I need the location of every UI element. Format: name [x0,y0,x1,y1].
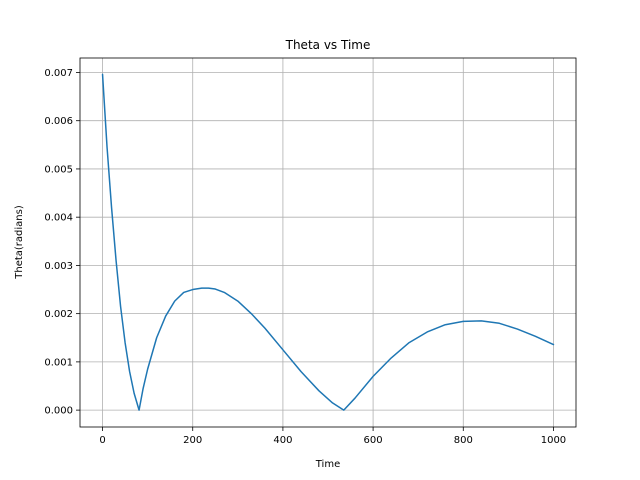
y-axis-label: Theta(radians) [14,205,25,280]
x-tick-label: 400 [273,435,292,446]
y-tick-label: 0.006 [44,116,73,127]
theta-series-line [101,73,555,411]
x-tick-label: 800 [454,435,473,446]
x-tick-label: 1000 [541,435,566,446]
y-tick-label: 0.005 [44,164,73,175]
x-tick-label: 600 [364,435,383,446]
x-axis-label: Time [315,459,340,470]
x-tick-label: 0 [99,435,105,446]
y-tick-label: 0.003 [44,261,73,272]
x-tick-label: 200 [183,435,202,446]
y-axis: 0.000 0.001 0.002 0.003 0.004 0.005 0.006 0.007 [44,68,80,417]
grid [80,58,576,427]
x-axis: 0 200 400 600 800 1000 [99,427,566,446]
y-tick-label: 0.007 [44,68,73,79]
y-tick-label: 0.002 [44,309,73,320]
axes-frame [79,57,577,428]
y-tick-label: 0.004 [44,213,73,224]
chart-title: Theta vs Time [285,38,371,52]
plot-area [101,73,555,411]
y-tick-label: 0.000 [44,406,73,417]
y-tick-label: 0.001 [44,357,73,368]
